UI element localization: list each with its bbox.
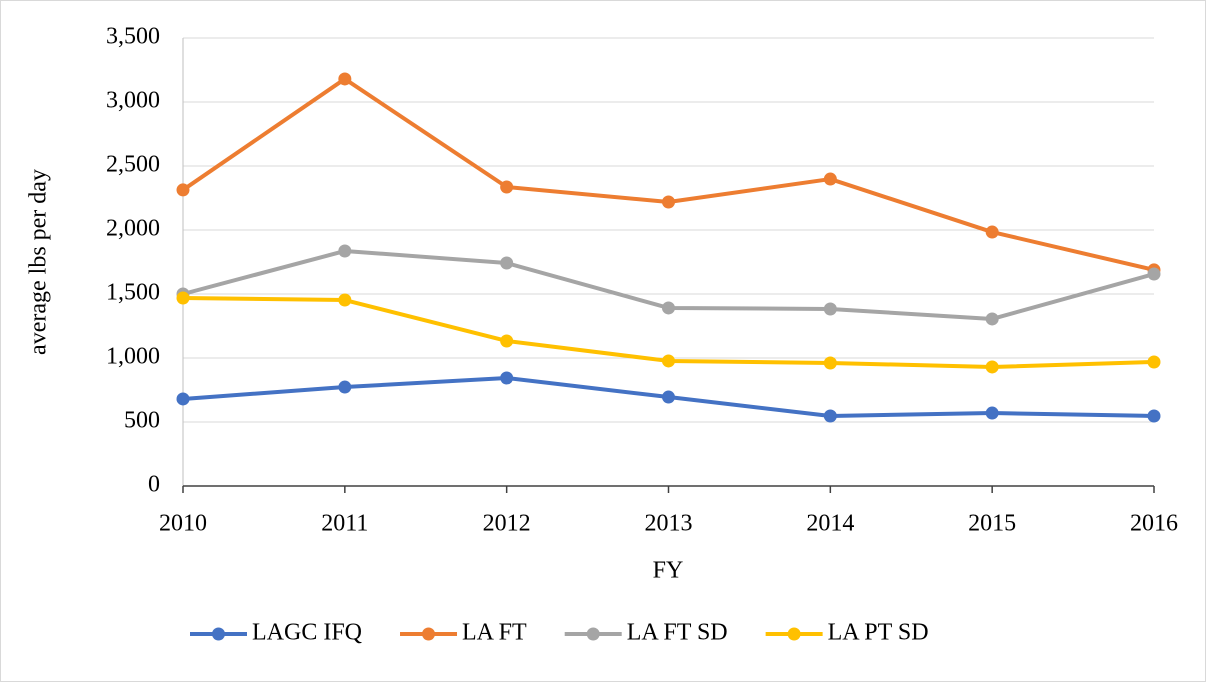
data-point — [823, 302, 837, 316]
y-tick-label: 2,500 — [106, 152, 160, 178]
data-point — [823, 172, 837, 186]
x-tick-label: 2010 — [159, 511, 207, 537]
y-tick-label: 1,500 — [106, 280, 160, 306]
data-point — [500, 371, 514, 385]
y-tick-label: 3,000 — [106, 88, 160, 114]
data-point — [985, 312, 999, 326]
data-point — [1147, 355, 1161, 369]
y-tick-label: 500 — [124, 408, 160, 434]
data-point — [338, 293, 352, 307]
data-point — [823, 409, 837, 423]
data-point — [662, 354, 675, 368]
x-tick-label: 2011 — [321, 511, 368, 537]
data-point — [662, 301, 675, 315]
data-point — [823, 356, 837, 370]
x-axis-label: FY — [653, 558, 684, 584]
legend-label: LA PT SD — [828, 620, 929, 646]
data-point — [176, 183, 190, 197]
x-tick-label: 2012 — [483, 511, 531, 537]
data-point — [662, 195, 675, 209]
x-tick-label: 2016 — [1130, 511, 1178, 537]
data-point — [176, 392, 190, 406]
y-axis-label: average lbs per day — [26, 169, 52, 355]
data-point — [338, 72, 352, 86]
legend-label: LA FT SD — [627, 620, 728, 646]
legend-marker — [422, 627, 436, 641]
y-tick-label: 3,500 — [106, 24, 160, 50]
y-tick-label: 1,000 — [106, 344, 160, 370]
data-point — [500, 334, 514, 348]
data-point — [338, 380, 352, 394]
y-tick-label: 2,000 — [106, 216, 160, 242]
legend-marker — [787, 627, 801, 641]
x-tick-label: 2013 — [645, 511, 693, 537]
data-point — [1147, 409, 1161, 423]
data-point — [500, 180, 514, 194]
legend-marker — [586, 627, 600, 641]
x-tick-label: 2015 — [968, 511, 1016, 537]
data-point — [662, 390, 675, 404]
legend-label: LA FT — [462, 620, 527, 646]
data-point — [985, 406, 999, 420]
data-point — [338, 244, 352, 258]
data-point — [985, 360, 999, 374]
data-point — [176, 291, 190, 305]
legend-marker — [212, 627, 225, 641]
x-tick-label: 2014 — [806, 511, 854, 537]
legend-label: LAGC IFQ — [252, 620, 362, 646]
data-point — [500, 256, 514, 270]
y-tick-label: 0 — [148, 472, 160, 498]
data-point — [1147, 267, 1161, 281]
data-point — [985, 225, 999, 239]
